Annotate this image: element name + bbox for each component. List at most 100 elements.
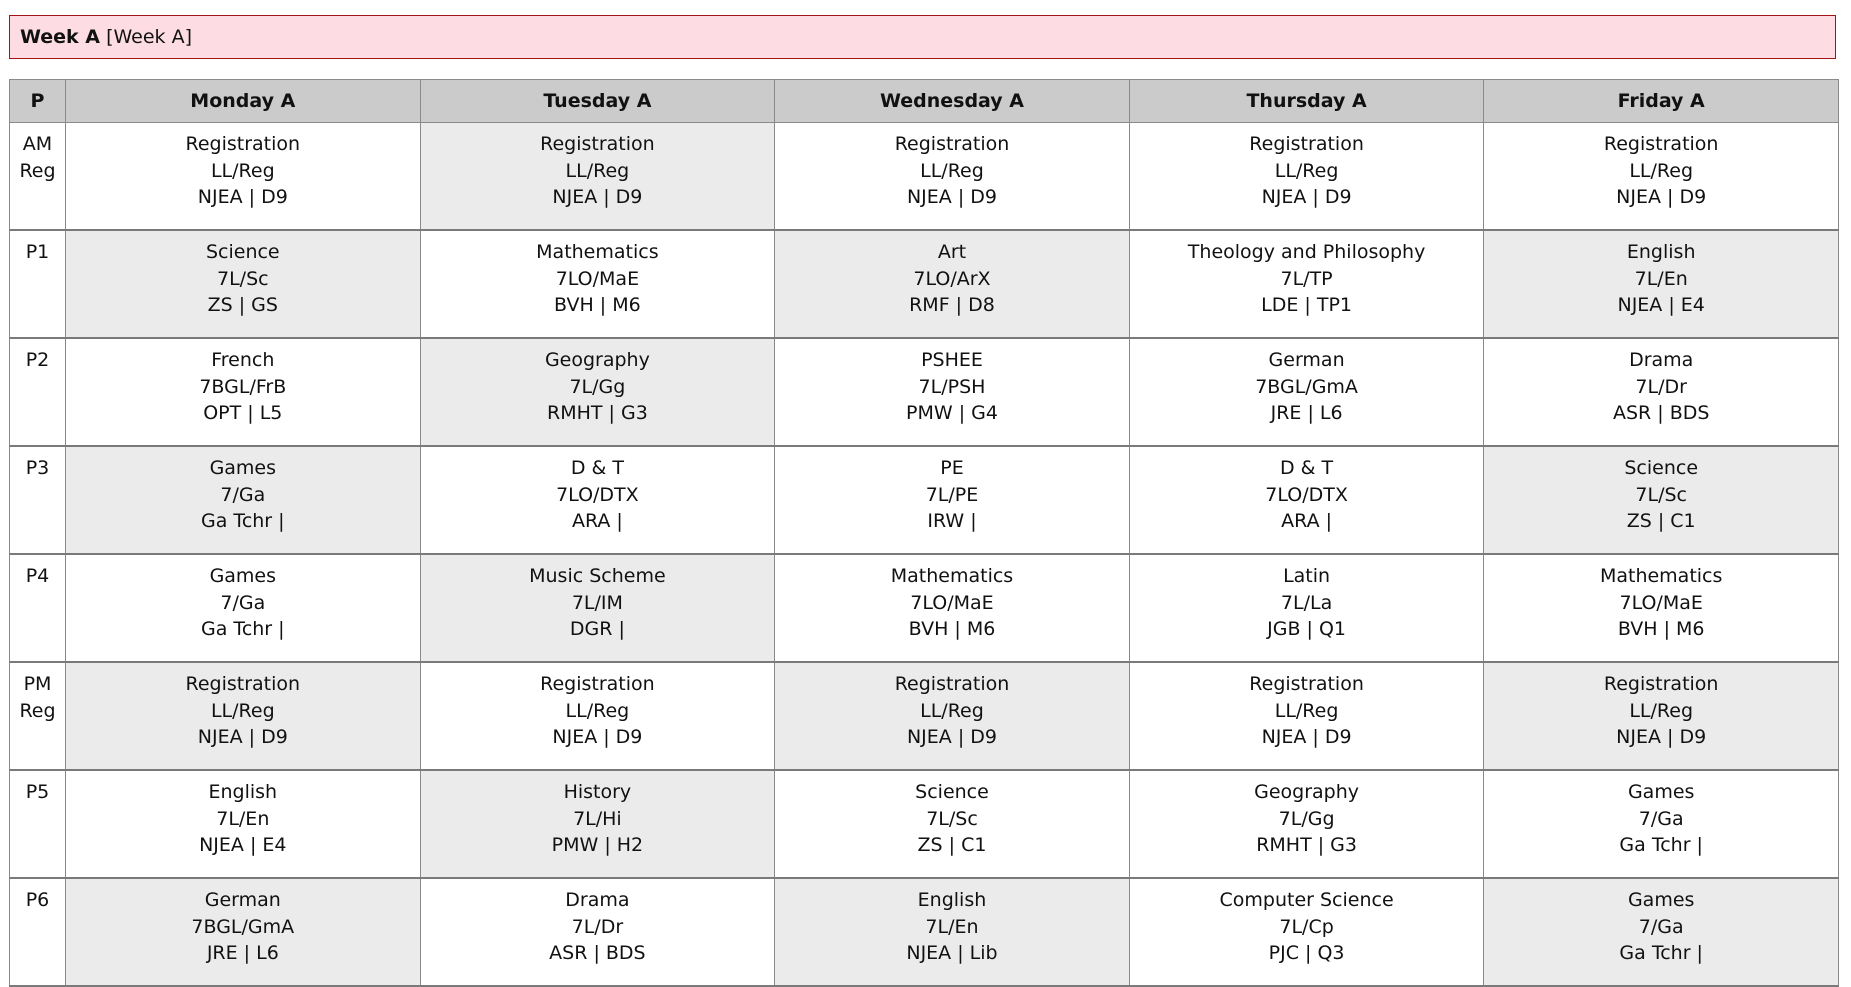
period-label-line: Reg xyxy=(19,159,56,182)
lesson-cell[interactable]: Art 7LO/ArX RMF | D8 xyxy=(774,229,1130,339)
period-label: P1 xyxy=(9,229,66,339)
lesson-cell[interactable]: Games 7/Ga Ga Tchr | xyxy=(1483,877,1839,987)
timetable: P Monday A Tuesday A Wednesday A Thursday A… xyxy=(9,79,1839,987)
lesson-group: 7L/PE xyxy=(925,483,979,506)
lesson-cell[interactable]: Registration LL/Reg NJEA | D9 xyxy=(1128,122,1485,231)
lesson-cell[interactable]: German 7BGL/GmA JRE | L6 xyxy=(1128,337,1485,447)
lesson-cell[interactable]: German 7BGL/GmA JRE | L6 xyxy=(65,877,421,987)
lesson-group: 7L/Gg xyxy=(1278,807,1335,830)
lesson-cell[interactable]: Geography 7L/Gg RMHT | G3 xyxy=(1128,769,1485,879)
period-header: P xyxy=(9,79,66,123)
lesson-staff-room: OPT | L5 xyxy=(203,402,283,424)
lesson-group: LL/Reg xyxy=(1629,699,1694,722)
lesson-cell[interactable]: Drama 7L/Dr ASR | BDS xyxy=(1483,337,1839,447)
lesson-staff-room: NJEA | E4 xyxy=(1617,294,1705,316)
period-row: P4 Games 7/Ga Ga Tchr | Music Scheme 7L/IM DGR… xyxy=(9,553,1839,663)
lesson-group: 7BGL/GmA xyxy=(1255,375,1358,398)
period-label-line: P1 xyxy=(25,241,50,263)
lesson-staff-room: BVH | M6 xyxy=(554,294,641,316)
lesson-subject: Games xyxy=(1627,889,1695,911)
lesson-subject: Games xyxy=(209,457,277,479)
lesson-group: LL/Reg xyxy=(565,699,630,722)
lesson-cell[interactable]: Registration LL/Reg NJEA | D9 xyxy=(1483,122,1839,231)
lesson-staff-room: ASR | BDS xyxy=(549,942,646,964)
day-header: Monday A xyxy=(65,79,421,123)
lesson-staff-room: NJEA | D9 xyxy=(197,186,288,208)
lesson-cell[interactable]: French 7BGL/FrB OPT | L5 xyxy=(65,337,421,447)
lesson-cell[interactable]: Mathematics 7LO/MaE BVH | M6 xyxy=(774,553,1130,663)
lesson-cell[interactable]: Registration LL/Reg NJEA | D9 xyxy=(1128,661,1485,771)
lesson-cell[interactable]: Registration LL/Reg NJEA | D9 xyxy=(774,122,1130,231)
lesson-cell[interactable]: Registration LL/Reg NJEA | D9 xyxy=(419,122,776,231)
lesson-cell[interactable]: Computer Science 7L/Cp PJC | Q3 xyxy=(1128,877,1485,987)
lesson-cell[interactable]: Registration LL/Reg NJEA | D9 xyxy=(774,661,1130,771)
lesson-group: 7LO/MaE xyxy=(910,591,994,614)
period-row: P3 Games 7/Ga Ga Tchr | D & T 7LO/DTX ARA | PE 7… xyxy=(9,445,1839,555)
lesson-staff-room: IRW | xyxy=(927,510,977,532)
lesson-subject: Science xyxy=(915,781,989,803)
lesson-staff-room: NJEA | D9 xyxy=(1261,726,1352,748)
lesson-cell[interactable]: Mathematics 7LO/MaE BVH | M6 xyxy=(1483,553,1839,663)
lesson-cell[interactable]: English 7L/En NJEA | Lib xyxy=(774,877,1130,987)
lesson-cell[interactable]: Registration LL/Reg NJEA | D9 xyxy=(65,122,421,231)
lesson-subject: English xyxy=(917,889,987,911)
lesson-subject: Science xyxy=(205,241,280,263)
lesson-subject: Registration xyxy=(1603,133,1719,155)
lesson-subject: German xyxy=(1268,349,1345,371)
lesson-subject: Drama xyxy=(565,889,630,911)
lesson-cell[interactable]: Geography 7L/Gg RMHT | G3 xyxy=(419,337,776,447)
lesson-cell[interactable]: Drama 7L/Dr ASR | BDS xyxy=(419,877,776,987)
lesson-group: LL/Reg xyxy=(920,699,984,722)
lesson-cell[interactable]: History 7L/Hi PMW | H2 xyxy=(419,769,776,879)
lesson-subject: French xyxy=(211,349,275,371)
lesson-subject: Theology and Philosophy xyxy=(1187,241,1426,263)
lesson-staff-room: PJC | Q3 xyxy=(1268,942,1345,964)
period-label-line: P5 xyxy=(25,781,50,803)
lesson-cell[interactable]: Registration LL/Reg NJEA | D9 xyxy=(1483,661,1839,771)
day-header: Friday A xyxy=(1483,79,1839,123)
lesson-cell[interactable]: Latin 7L/La JGB | Q1 xyxy=(1128,553,1485,663)
lesson-staff-room: ZS | C1 xyxy=(917,834,987,856)
lesson-cell[interactable]: D & T 7LO/DTX ARA | xyxy=(1128,445,1485,555)
period-label-line: Reg xyxy=(19,699,56,722)
lesson-subject: Mathematics xyxy=(890,565,1014,587)
lesson-cell[interactable]: Registration LL/Reg NJEA | D9 xyxy=(419,661,776,771)
lesson-staff-room: LDE | TP1 xyxy=(1261,294,1352,316)
period-label: P3 xyxy=(9,445,66,555)
lesson-cell[interactable]: PE 7L/PE IRW | xyxy=(774,445,1130,555)
lesson-subject: Science xyxy=(1624,457,1699,479)
lesson-cell[interactable]: Science 7L/Sc ZS | GS xyxy=(65,229,421,339)
lesson-cell[interactable]: Games 7/Ga Ga Tchr | xyxy=(1483,769,1839,879)
lesson-cell[interactable]: Science 7L/Sc ZS | C1 xyxy=(774,769,1130,879)
lesson-subject: Registration xyxy=(894,673,1010,695)
period-label-line: P6 xyxy=(25,889,50,911)
lesson-cell[interactable]: Science 7L/Sc ZS | C1 xyxy=(1483,445,1839,555)
lesson-subject: Mathematics xyxy=(536,241,659,263)
lesson-cell[interactable]: Registration LL/Reg NJEA | D9 xyxy=(65,661,421,771)
lesson-subject: Geography xyxy=(544,349,650,371)
period-row: P1 Science 7L/Sc ZS | GS Mathematics 7LO/MaE B… xyxy=(9,229,1839,339)
lesson-cell[interactable]: Music Scheme 7L/IM DGR | xyxy=(419,553,776,663)
lesson-group: 7L/En xyxy=(216,807,270,830)
lesson-subject: D & T xyxy=(1280,457,1334,479)
lesson-group: 7L/En xyxy=(925,915,979,938)
lesson-staff-room: NJEA | D9 xyxy=(1261,186,1352,208)
lesson-staff-room: NJEA | D9 xyxy=(552,186,643,208)
lesson-cell[interactable]: English 7L/En NJEA | E4 xyxy=(65,769,421,879)
lesson-cell[interactable]: D & T 7LO/DTX ARA | xyxy=(419,445,776,555)
lesson-cell[interactable]: PSHEE 7L/PSH PMW | G4 xyxy=(774,337,1130,447)
lesson-subject: Geography xyxy=(1254,781,1360,803)
lesson-cell[interactable]: Games 7/Ga Ga Tchr | xyxy=(65,445,421,555)
period-label-line: P3 xyxy=(25,457,50,479)
lesson-cell[interactable]: Mathematics 7LO/MaE BVH | M6 xyxy=(419,229,776,339)
period-row: P5 English 7L/En NJEA | E4 History 7L/Hi PMW |… xyxy=(9,769,1839,879)
lesson-staff-room: Ga Tchr | xyxy=(201,618,285,640)
lesson-group: LL/Reg xyxy=(565,159,630,182)
lesson-cell[interactable]: Theology and Philosophy 7L/TP LDE | TP1 xyxy=(1128,229,1485,339)
lesson-cell[interactable]: Games 7/Ga Ga Tchr | xyxy=(65,553,421,663)
lesson-cell[interactable]: English 7L/En NJEA | E4 xyxy=(1483,229,1839,339)
lesson-staff-room: BVH | M6 xyxy=(908,618,996,640)
lesson-staff-room: Ga Tchr | xyxy=(201,510,285,532)
lesson-group: 7LO/ArX xyxy=(913,267,991,290)
lesson-group: 7L/Sc xyxy=(1635,483,1687,506)
